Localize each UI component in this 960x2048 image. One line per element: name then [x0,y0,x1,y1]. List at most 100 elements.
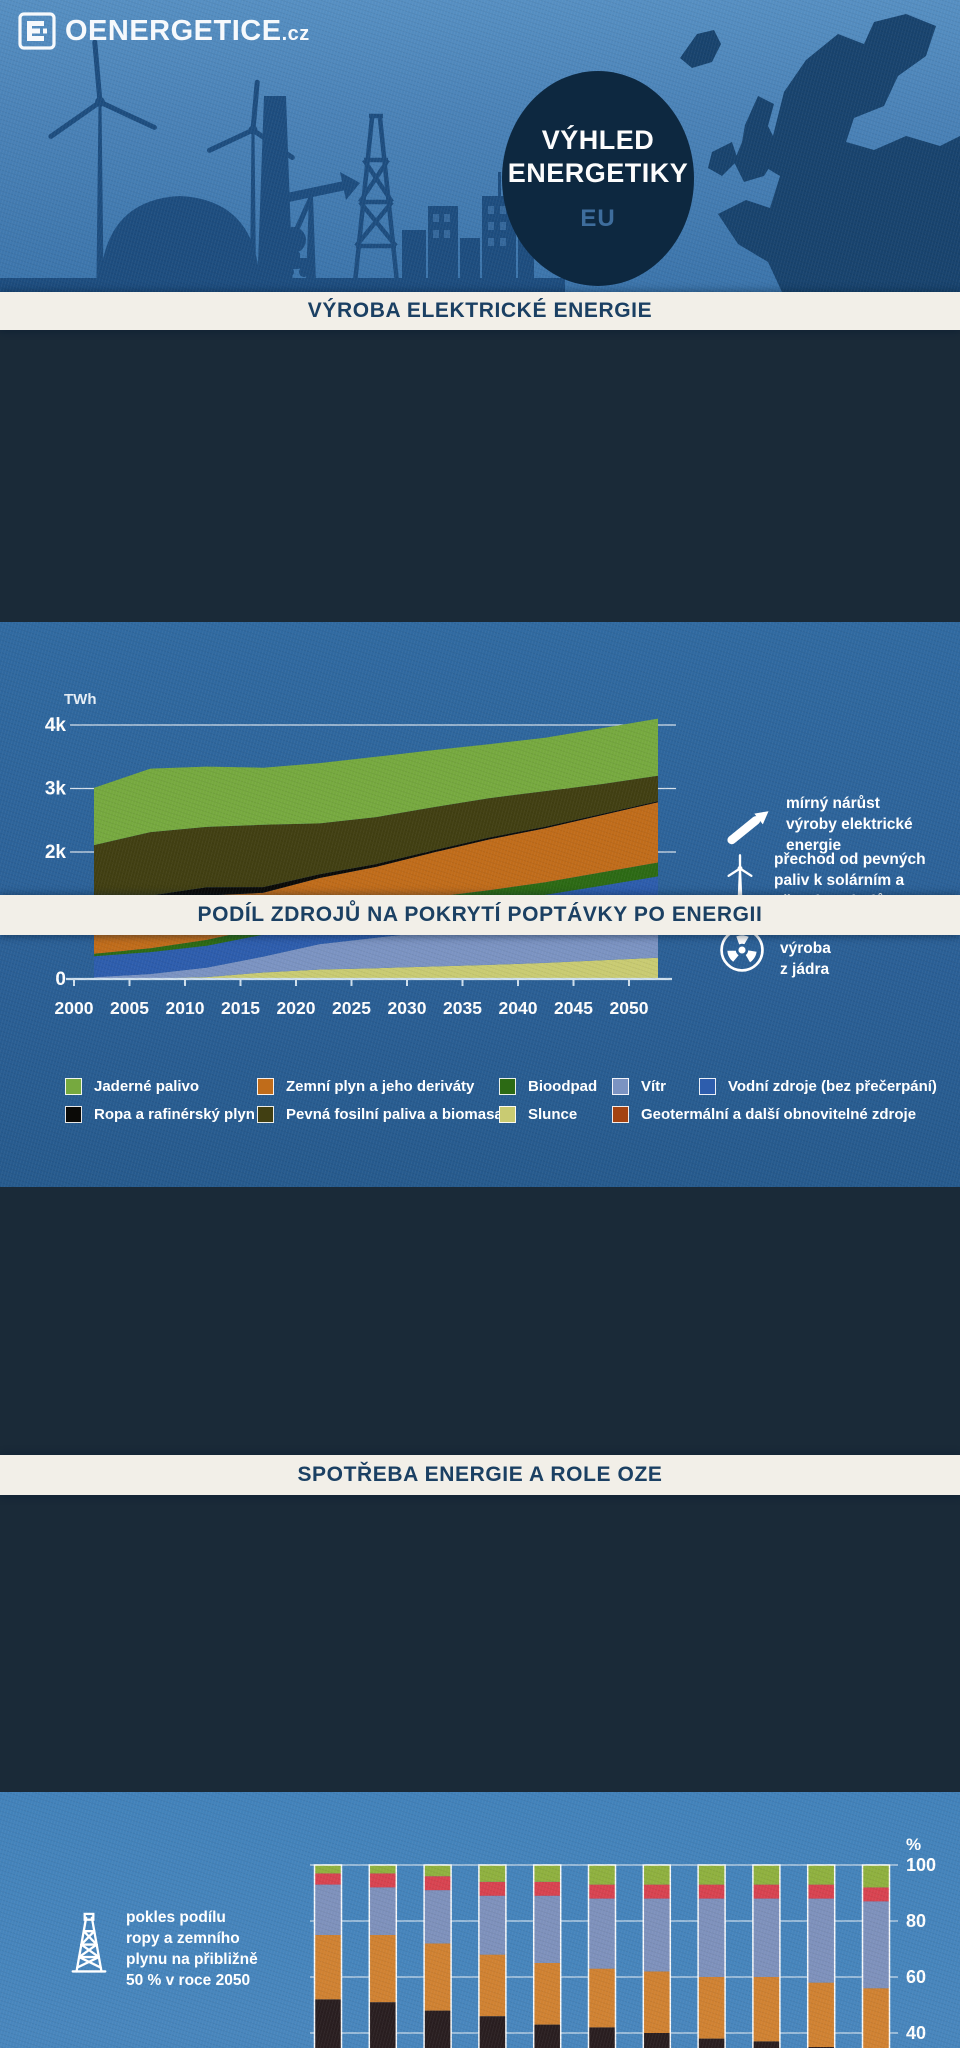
y-axis-label: 0 [55,969,66,990]
legend-item: Slunce [499,1106,577,1123]
bar-outline [423,1864,452,2048]
bar-segment [314,1865,342,1874]
bar-outline [806,1864,836,2048]
x-axis-label: 2025 [332,998,371,1018]
legend-item: Vodní zdroje (bez přečerpání) [699,1078,937,1095]
bar-segment [643,1884,671,1899]
legend-swatch [612,1106,629,1123]
building-windows [433,206,506,246]
bar-outline [478,1864,507,2048]
bar-segment [752,1977,780,2042]
y-axis-label: 60 [906,1967,926,1987]
annotation-text: pokles podílu ropy a zemního plynu na př… [126,1909,258,1989]
bar-segment [807,1865,835,1885]
bar-segment [643,1971,671,2033]
title-badge: VÝHLED ENERGETIKY EU [502,71,694,286]
bar-segment [807,1898,835,1983]
bar-segment [533,1963,561,2025]
bar-segment [478,1881,506,1896]
bar-segment [752,1884,780,1899]
bar-segment [752,2041,780,2048]
demand-share-bar-chart: 020406080100%200020052010201520202025203… [310,1835,936,2048]
y-axis-label: 2k [45,842,67,863]
bar-segment [478,1954,506,2017]
bar-outline [313,1864,343,2048]
bar-segment [807,1982,835,2047]
legend-label: Jaderné palivo [94,1078,200,1095]
wind-turbine-silhouette [96,104,104,280]
europe-map-silhouette [680,14,960,292]
bar-segment [588,1884,616,1899]
bar-segment [588,1968,616,2028]
oil-derrick-icon [66,1912,112,1975]
header-artwork [0,14,960,292]
x-axis-label: 2010 [166,998,205,1018]
bar-segment [314,1935,342,2000]
legend-item: Ropa a rafinérský plyn [65,1106,255,1123]
x-axis-label: 2035 [443,998,482,1018]
section-demand-share: 020406080100%200020052010201520202025203… [0,1792,960,2048]
legend-label: Vodní zdroje (bez přečerpání) [728,1078,937,1095]
bar-segment [862,1901,890,1989]
legend-label: Vítr [641,1078,667,1095]
legend-label: Bioodpad [528,1078,598,1095]
bar-segment [478,1895,506,1955]
legend-swatch [612,1078,629,1095]
bar-segment [533,1881,561,1896]
bar-segment [643,2033,671,2048]
truck-silhouette [266,252,311,277]
area-series [94,718,658,846]
legend-item: Bioodpad [499,1078,597,1095]
y-axis-label: 40 [906,2023,926,2043]
legend-swatch [699,1078,716,1095]
annotation-text: mírný nárůst výroby elektrické energie [786,795,913,854]
bar-segment [643,1865,671,1885]
city-buildings-silhouette [402,172,534,292]
bar-outline [587,1864,617,2048]
legend-swatch [257,1078,274,1095]
bar-segment [533,2024,561,2048]
legend-swatch [499,1106,516,1123]
area-series [94,775,658,903]
x-axis-label: 2000 [55,998,94,1018]
bar-segment [424,1876,452,1891]
bar-outline [642,1864,672,2048]
bar-outline [368,1864,398,2048]
y-axis-label: 3k [45,779,67,800]
legend-label: Ropa a rafinérský plyn [94,1106,255,1123]
bar-segment [369,1887,397,1935]
bar-segment [424,1865,452,1877]
derrick-silhouette [351,113,401,292]
bar-segment [369,2002,397,2048]
y-axis-unit: % [906,1835,921,1854]
x-axis-label: 2005 [110,998,149,1018]
bar-segment [698,1884,726,1899]
section-title-demand-share: PODÍL ZDROJŮ NA POKRYTÍ POPTÁVKY PO ENER… [197,903,763,926]
bar-segment [588,1865,616,1885]
badge-title-line1: VÝHLED [541,125,655,156]
legend-swatch [65,1106,82,1123]
badge-eu-label: EU [580,204,616,232]
oil-pumpjack-silhouette [278,172,360,289]
legend-label: Geotermální a další obnovitelné zdroje [641,1106,917,1123]
header: OENERGETICE.cz VÝHLED ENERGETIKY EU [0,0,960,292]
bar-segment [424,1943,452,2011]
bar-segment [588,2027,616,2048]
brand-logo: OENERGETICE.cz [18,12,310,50]
industry-silhouettes [0,96,565,292]
bar-segment [752,1898,780,1977]
section-title-electricity: VÝROBA ELEKTRICKÉ ENERGIE [307,299,653,322]
bar-segment [533,1895,561,1963]
legend-label: Slunce [528,1106,578,1123]
bar-segment [862,1887,890,1902]
area-series [94,801,658,917]
y-axis-unit: TWh [64,691,96,708]
brand-tld: .cz [281,22,310,45]
legend-swatch [65,1078,82,1095]
annotation-arrow-up-right: mírný nárůst výroby elektrické energie [726,794,913,857]
bar-segment [314,1884,342,1935]
legend-label: Pevná fosilní paliva a biomasa [286,1106,503,1123]
legend-item: Pevná fosilní paliva a biomasa [257,1106,503,1123]
x-axis-label: 2040 [499,998,538,1018]
legend-swatch [257,1106,274,1123]
